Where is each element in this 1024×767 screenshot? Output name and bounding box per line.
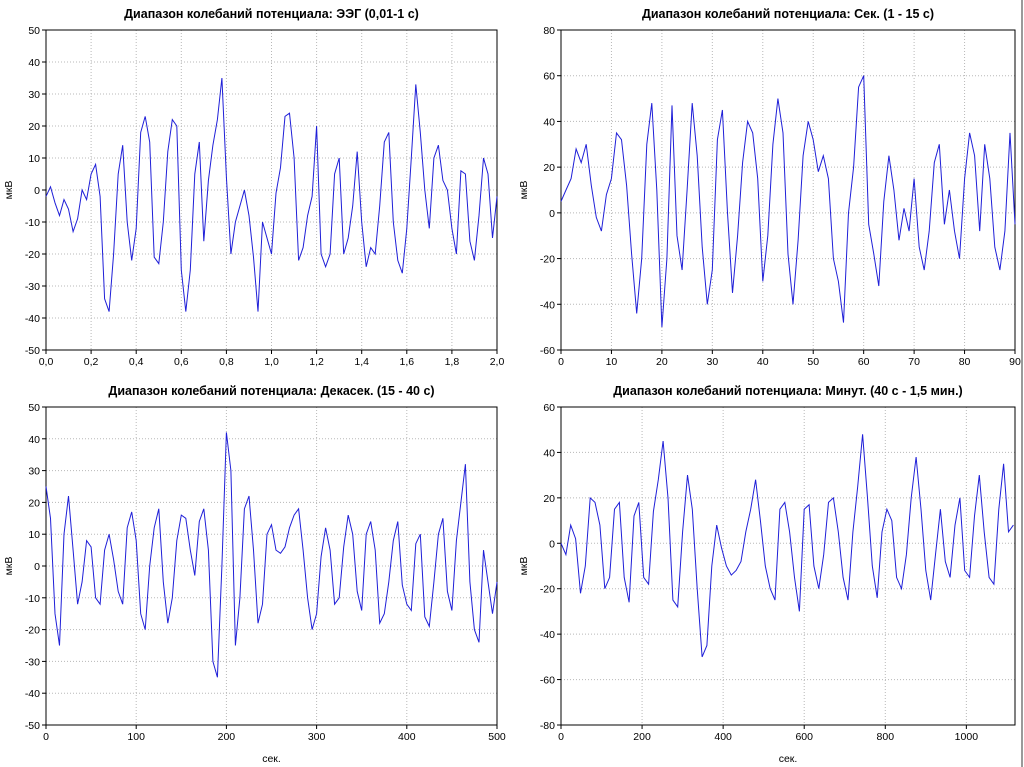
y-tick-label: -10	[25, 593, 40, 605]
x-tick-label: 0	[43, 731, 49, 743]
y-tick-label: 40	[543, 447, 555, 459]
x-tick-label: 1,2	[309, 356, 324, 368]
chart-title: Диапазон колебаний потенциала: Декасек. …	[108, 384, 434, 398]
x-tick-label: 20	[656, 356, 668, 368]
y-tick-label: 20	[543, 493, 555, 505]
y-tick-label: -40	[540, 299, 555, 311]
y-tick-label: -30	[25, 281, 40, 293]
x-tick-label: 400	[714, 731, 732, 743]
x-axis-label: сек.	[779, 753, 798, 765]
chart-title: Диапазон колебаний потенциала: Минут. (4…	[613, 384, 962, 398]
plot-frame	[45, 406, 498, 726]
y-tick-label: 30	[28, 89, 40, 101]
y-tick-label: 20	[543, 162, 555, 174]
chart-panel-4: Диапазон колебаний потенциала: Минут. (4…	[518, 384, 1016, 765]
x-tick-label: 600	[795, 731, 813, 743]
plot-frame	[560, 29, 1016, 351]
y-tick-label: -50	[25, 720, 40, 732]
y-tick-label: -20	[25, 249, 40, 261]
x-tick-label: 1,0	[264, 356, 279, 368]
x-tick-label: 60	[858, 356, 870, 368]
y-tick-label: 10	[28, 529, 40, 541]
x-tick-label: 70	[908, 356, 920, 368]
x-tick-label: 1,8	[445, 356, 460, 368]
x-tick-label: 30	[706, 356, 718, 368]
y-tick-label: 40	[543, 116, 555, 128]
y-tick-label: -20	[540, 584, 555, 596]
x-axis-label: сек.	[262, 753, 281, 765]
x-tick-label: 1,6	[399, 356, 414, 368]
y-tick-label: 0	[34, 185, 40, 197]
x-tick-label: 300	[308, 731, 326, 743]
x-tick-label: 2,0	[490, 356, 505, 368]
y-tick-label: -40	[540, 629, 555, 641]
chart-panel-3: Диапазон колебаний потенциала: Декасек. …	[3, 384, 506, 765]
y-tick-label: 0	[34, 561, 40, 573]
x-tick-label: 100	[127, 731, 145, 743]
y-axis-label: мкВ	[518, 181, 530, 200]
x-tick-label: 0,0	[39, 356, 54, 368]
x-tick-label: 0,6	[174, 356, 189, 368]
chart-title: Диапазон колебаний потенциала: ЭЭГ (0,01…	[124, 7, 419, 21]
y-axis-label: мкВ	[3, 181, 15, 200]
plot-frame	[560, 406, 1016, 726]
y-tick-label: -50	[25, 345, 40, 357]
y-tick-label: 60	[543, 71, 555, 83]
x-tick-label: 0,8	[219, 356, 234, 368]
x-tick-label: 0	[558, 731, 564, 743]
series-line	[45, 432, 498, 678]
plot-frame	[45, 29, 498, 351]
y-tick-label: -40	[25, 688, 40, 700]
y-tick-label: 30	[28, 466, 40, 478]
y-tick-label: -60	[540, 345, 555, 357]
x-tick-label: 50	[807, 356, 819, 368]
x-tick-label: 200	[218, 731, 236, 743]
chart-panel-1: Диапазон колебаний потенциала: ЭЭГ (0,01…	[3, 7, 504, 368]
x-tick-label: 10	[606, 356, 618, 368]
chart-panel-2: Диапазон колебаний потенциала: Сек. (1 -…	[518, 7, 1021, 368]
y-axis-label: мкВ	[3, 557, 15, 576]
x-tick-label: 500	[488, 731, 506, 743]
y-tick-label: 50	[28, 25, 40, 37]
y-tick-label: 60	[543, 402, 555, 414]
x-tick-label: 1000	[955, 731, 979, 743]
y-tick-label: -20	[25, 625, 40, 637]
y-tick-label: 20	[28, 497, 40, 509]
y-tick-label: 40	[28, 434, 40, 446]
x-tick-label: 0,2	[84, 356, 99, 368]
y-tick-label: -30	[25, 656, 40, 668]
series-line	[560, 75, 1016, 328]
x-tick-label: 200	[633, 731, 651, 743]
y-tick-label: -10	[25, 217, 40, 229]
chart-title: Диапазон колебаний потенциала: Сек. (1 -…	[642, 7, 934, 21]
y-tick-label: 10	[28, 153, 40, 165]
x-tick-label: 800	[877, 731, 895, 743]
x-tick-label: 80	[959, 356, 971, 368]
x-tick-label: 90	[1009, 356, 1021, 368]
x-tick-label: 40	[757, 356, 769, 368]
x-tick-label: 1,4	[354, 356, 369, 368]
y-tick-label: 50	[28, 402, 40, 414]
y-axis-label: мкВ	[518, 557, 530, 576]
x-tick-label: 0,4	[129, 356, 144, 368]
y-tick-label: 20	[28, 121, 40, 133]
y-tick-label: 0	[549, 538, 555, 550]
x-tick-label: 400	[398, 731, 416, 743]
y-tick-label: 80	[543, 25, 555, 37]
y-tick-label: -80	[540, 720, 555, 732]
y-tick-label: 40	[28, 57, 40, 69]
y-tick-label: -20	[540, 254, 555, 266]
y-tick-label: 0	[549, 208, 555, 220]
series-line	[45, 77, 498, 312]
y-tick-label: -40	[25, 313, 40, 325]
x-tick-label: 0	[558, 356, 564, 368]
series-line	[560, 434, 1014, 658]
y-tick-label: -60	[540, 675, 555, 687]
